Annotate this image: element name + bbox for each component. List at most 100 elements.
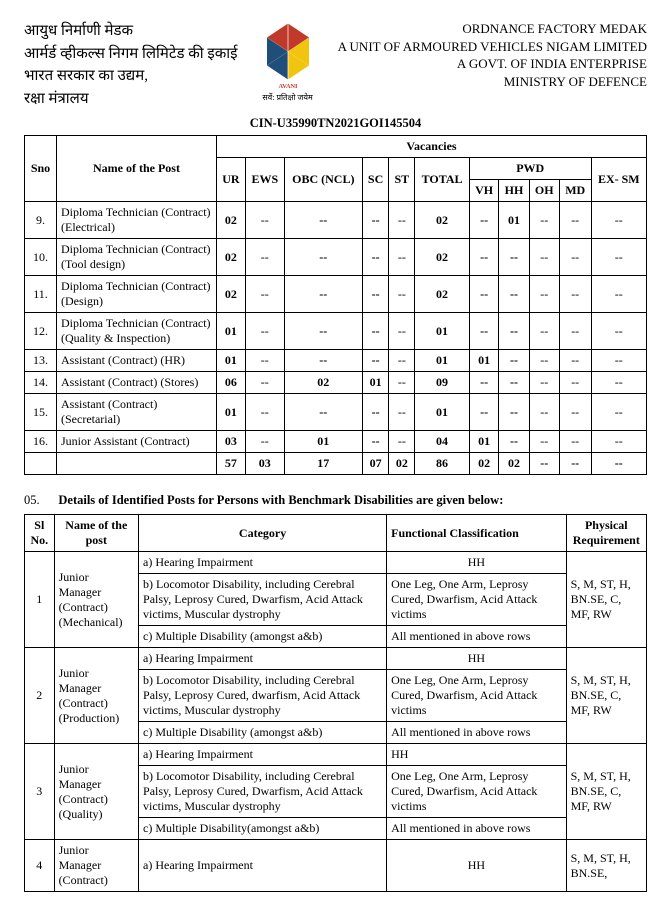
cell-category: b) Locomotor Disability, including Cereb… bbox=[139, 574, 387, 626]
cell-ews: -- bbox=[245, 372, 284, 394]
cin-number: CIN-U35990TN2021GOI145504 bbox=[24, 116, 647, 131]
cell-vh: 01 bbox=[469, 431, 499, 453]
table-row: 10.Diploma Technician (Contract) (Tool d… bbox=[25, 239, 647, 276]
cell-postname: Junior Manager (Contract) (Quality) bbox=[54, 744, 138, 840]
cell-hh: -- bbox=[499, 431, 529, 453]
col-hh: HH bbox=[499, 180, 529, 202]
cell-ur: 01 bbox=[217, 350, 246, 372]
cell-physical: S, M, ST, H, BN.SE, bbox=[566, 840, 646, 892]
table-row: 4Junior Manager (Contract)a) Hearing Imp… bbox=[25, 840, 647, 892]
col-total: TOTAL bbox=[415, 158, 470, 202]
cell-functional: One Leg, One Arm, Leprosy Cured, Dwarfis… bbox=[387, 670, 566, 722]
cell-vh: 01 bbox=[469, 350, 499, 372]
cell-functional: HH bbox=[387, 648, 566, 670]
cell-obc: -- bbox=[284, 276, 362, 313]
cell-total: 01 bbox=[415, 350, 470, 372]
col-oh: OH bbox=[529, 180, 559, 202]
cell-ews: -- bbox=[245, 394, 284, 431]
cell-ews: -- bbox=[245, 239, 284, 276]
table-row: 2Junior Manager (Contract) (Production)a… bbox=[25, 648, 647, 670]
cell-obc: -- bbox=[284, 239, 362, 276]
cell-functional: All mentioned in above rows bbox=[387, 818, 566, 840]
cell-total: 01 bbox=[415, 394, 470, 431]
cell-total: 09 bbox=[415, 372, 470, 394]
cell-category: a) Hearing Impairment bbox=[139, 552, 387, 574]
col-ews: EWS bbox=[245, 158, 284, 202]
col-obc: OBC (NCL) bbox=[284, 158, 362, 202]
col-name: Name of the Post bbox=[57, 136, 217, 202]
cell-st: -- bbox=[389, 276, 415, 313]
english-block: ORDNANCE FACTORY MEDAK A UNIT OF ARMOURE… bbox=[338, 20, 647, 90]
cell-name: Assistant (Contract) (Secretarial) bbox=[57, 394, 217, 431]
cell-total: 01 bbox=[415, 313, 470, 350]
cell-name: Diploma Technician (Contract) (Tool desi… bbox=[57, 239, 217, 276]
col-md: MD bbox=[559, 180, 591, 202]
cell-hh: 01 bbox=[499, 202, 529, 239]
cell-vh: -- bbox=[469, 276, 499, 313]
section-05-title: 05. Details of Identified Posts for Pers… bbox=[24, 493, 647, 508]
cell-postname: Junior Manager (Contract) (Mechanical) bbox=[54, 552, 138, 648]
cell-st: -- bbox=[389, 202, 415, 239]
vacancies-table: Sno Name of the Post Vacancies UR EWS OB… bbox=[24, 135, 647, 475]
cell-name: Assistant (Contract) (Stores) bbox=[57, 372, 217, 394]
cell-total: 04 bbox=[415, 431, 470, 453]
cell-ur: 57 bbox=[217, 453, 246, 475]
col-vacancies: Vacancies bbox=[217, 136, 647, 158]
cell-sl: 1 bbox=[25, 552, 55, 648]
cell-ur: 01 bbox=[217, 313, 246, 350]
hindi-line: भारत सरकार का उद्यम, bbox=[24, 65, 238, 88]
hindi-line: आयुध निर्माणी मेडक bbox=[24, 20, 238, 43]
col-pwd: PWD bbox=[469, 158, 591, 180]
table-row: 12.Diploma Technician (Contract) (Qualit… bbox=[25, 313, 647, 350]
cell-ur: 02 bbox=[217, 276, 246, 313]
cell-ews: -- bbox=[245, 431, 284, 453]
cell-sl: 2 bbox=[25, 648, 55, 744]
cell-ews: 03 bbox=[245, 453, 284, 475]
col-sl: Sl No. bbox=[25, 515, 55, 552]
cell-hh: -- bbox=[499, 276, 529, 313]
col-exsm: EX- SM bbox=[591, 158, 646, 202]
cell-oh: -- bbox=[529, 276, 559, 313]
cell-total: 02 bbox=[415, 202, 470, 239]
col-functional: Functional Classification bbox=[387, 515, 566, 552]
cell-ews: -- bbox=[245, 276, 284, 313]
cell-st: -- bbox=[389, 313, 415, 350]
cell-ews: -- bbox=[245, 202, 284, 239]
cell-total: 02 bbox=[415, 239, 470, 276]
cell-obc: -- bbox=[284, 313, 362, 350]
cell-sno: 13. bbox=[25, 350, 57, 372]
logo: AVANI सर्वे: प्रतिक्षो जयेम bbox=[253, 20, 323, 103]
cell-oh: -- bbox=[529, 202, 559, 239]
col-sc: SC bbox=[362, 158, 389, 202]
cell-sc: 01 bbox=[362, 372, 389, 394]
table-row: 15.Assistant (Contract) (Secretarial)01-… bbox=[25, 394, 647, 431]
cell-ur: 02 bbox=[217, 239, 246, 276]
cell-obc: 01 bbox=[284, 431, 362, 453]
col-sno: Sno bbox=[25, 136, 57, 202]
cell-sno bbox=[25, 453, 57, 475]
cell-functional: All mentioned in above rows bbox=[387, 626, 566, 648]
cell-hh: -- bbox=[499, 313, 529, 350]
cell-postname: Junior Manager (Contract) (Production) bbox=[54, 648, 138, 744]
cell-physical: S, M, ST, H, BN.SE, C, MF, RW bbox=[566, 552, 646, 648]
cell-physical: S, M, ST, H, BN.SE, C, MF, RW bbox=[566, 648, 646, 744]
cell-vh: -- bbox=[469, 372, 499, 394]
cell-ur: 01 bbox=[217, 394, 246, 431]
cell-category: b) Locomotor Disability, including Cereb… bbox=[139, 670, 387, 722]
cell-sc: -- bbox=[362, 239, 389, 276]
cell-sno: 10. bbox=[25, 239, 57, 276]
cell-sl: 3 bbox=[25, 744, 55, 840]
cell-sno: 12. bbox=[25, 313, 57, 350]
table-row: 16.Junior Assistant (Contract)03--01----… bbox=[25, 431, 647, 453]
section-text: Details of Identified Posts for Persons … bbox=[58, 493, 503, 507]
cell-sc: -- bbox=[362, 350, 389, 372]
cell-category: c) Multiple Disability (amongst a&b) bbox=[139, 626, 387, 648]
cell-category: a) Hearing Impairment bbox=[139, 744, 387, 766]
cell-sc: 07 bbox=[362, 453, 389, 475]
col-st: ST bbox=[389, 158, 415, 202]
col-category: Category bbox=[139, 515, 387, 552]
cell-sno: 15. bbox=[25, 394, 57, 431]
page-header: आयुध निर्माणी मेडक आर्मर्ड व्हीकल्स निगम… bbox=[24, 20, 647, 110]
cell-st: 02 bbox=[389, 453, 415, 475]
cell-category: c) Multiple Disability(amongst a&b) bbox=[139, 818, 387, 840]
